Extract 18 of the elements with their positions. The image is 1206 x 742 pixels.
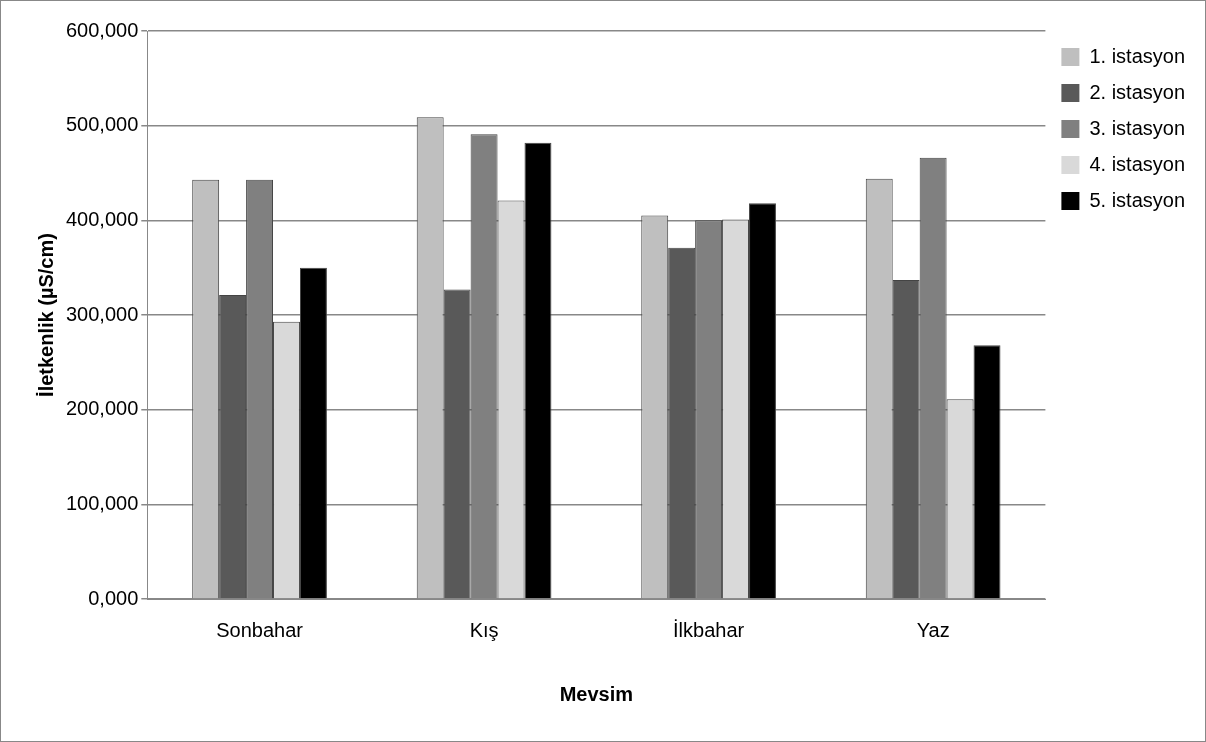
x-tick-label: Yaz [916, 618, 950, 641]
legend-label: 4. istasyon [1089, 152, 1185, 175]
y-tick-label: 300,000 [66, 302, 139, 325]
x-tick-label: İlkbahar [673, 618, 745, 641]
y-tick-label: 0,000 [88, 586, 139, 609]
legend-label: 2. istasyon [1089, 80, 1185, 103]
x-tick-label: Sonbahar [216, 618, 304, 641]
y-tick-label: 600,000 [66, 18, 139, 41]
y-tick-label: 100,000 [66, 491, 139, 514]
x-axis-title: Mevsim [559, 682, 634, 705]
legend-label: 1. istasyon [1089, 44, 1185, 67]
x-tick-label: Kış [469, 618, 499, 641]
legend-label: 5. istasyon [1089, 188, 1185, 211]
legend-label: 3. istasyon [1089, 116, 1185, 139]
y-tick-label: 500,000 [66, 113, 139, 136]
y-tick-label: 400,000 [66, 207, 139, 230]
y-axis-title: İletkenlik (µS/cm) [34, 233, 57, 397]
y-tick-label: 200,000 [66, 397, 139, 420]
